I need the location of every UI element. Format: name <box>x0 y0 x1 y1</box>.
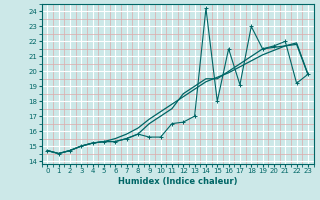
X-axis label: Humidex (Indice chaleur): Humidex (Indice chaleur) <box>118 177 237 186</box>
